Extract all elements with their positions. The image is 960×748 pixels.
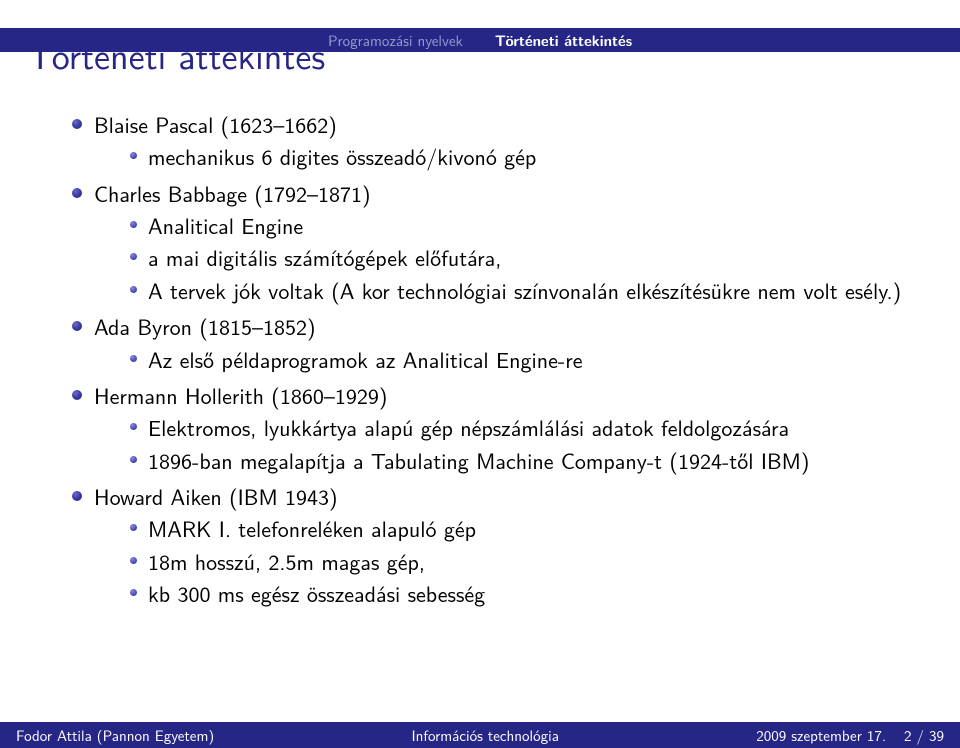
list-subitem: a mai digitális számítógépek előfutára, xyxy=(130,242,926,272)
item-text: Blaise Pascal (1623–1662) xyxy=(94,108,337,140)
list-subitem: mechanikus 6 digites összeadó/kivonó gép xyxy=(130,141,926,171)
item-text: Hermann Hollerith (1860–1929) xyxy=(94,379,387,411)
subitem-text: a mai digitális számítógépek előfutára, xyxy=(148,241,501,273)
subitem-text: mechanikus 6 digites összeadó/kivonó gép xyxy=(148,140,536,172)
list-subitem: Analitical Engine xyxy=(130,210,926,240)
list-item: Ada Byron (1815–1852) Az első példaprogr… xyxy=(72,311,926,374)
subitem-text: 18m hosszú, 2.5m magas gép, xyxy=(148,545,425,577)
subitem-text: Analitical Engine xyxy=(148,209,303,241)
list-subitem: 1896-ban megalapítja a Tabulating Machin… xyxy=(130,445,926,475)
footer-author: Fodor Attila (Pannon Egyetem) xyxy=(0,724,230,746)
list-item: Blaise Pascal (1623–1662) mechanikus 6 d… xyxy=(72,109,926,172)
footer-date: 2009 szeptember 17. xyxy=(756,724,886,746)
subitem-text: kb 300 ms egész összeadási sebesség xyxy=(148,577,485,609)
list-item: Charles Babbage (1792–1871) Analitical E… xyxy=(72,178,926,305)
footer-page: 2 / 39 xyxy=(904,724,944,746)
footer-course: Információs technológia xyxy=(230,724,740,746)
list-item: Howard Aiken (IBM 1943) MARK I. telefonr… xyxy=(72,481,926,608)
list-subitem: MARK I. telefonreléken alapuló gép xyxy=(130,513,926,543)
list-subitem: A tervek jók voltak (A kor technológiai … xyxy=(130,275,926,305)
slide-content: Blaise Pascal (1623–1662) mechanikus 6 d… xyxy=(72,109,926,608)
item-text: Ada Byron (1815–1852) xyxy=(94,310,316,342)
list-subitem: 18m hosszú, 2.5m magas gép, xyxy=(130,546,926,576)
subitem-text: A tervek jók voltak (A kor technológiai … xyxy=(148,274,901,306)
footer: Fodor Attila (Pannon Egyetem) Információ… xyxy=(0,722,960,748)
nav-ribbon: Programozási nyelvek Történeti áttekinté… xyxy=(0,28,960,52)
item-text: Howard Aiken (IBM 1943) xyxy=(94,480,338,512)
list-item: Hermann Hollerith (1860–1929) Elektromos… xyxy=(72,380,926,475)
nav-tab-programozasi[interactable]: Programozási nyelvek xyxy=(328,29,463,51)
subitem-text: Elektromos, lyukkártya alapú gép népszám… xyxy=(148,411,789,443)
list-subitem: kb 300 ms egész összeadási sebesség xyxy=(130,578,926,608)
list-subitem: Elektromos, lyukkártya alapú gép népszám… xyxy=(130,412,926,442)
subitem-text: 1896-ban megalapítja a Tabulating Machin… xyxy=(148,444,809,476)
nav-tab-torteneti[interactable]: Történeti áttekintés xyxy=(495,30,632,51)
item-text: Charles Babbage (1792–1871) xyxy=(94,177,371,209)
subitem-text: MARK I. telefonreléken alapuló gép xyxy=(148,512,476,544)
subitem-text: Az első példaprogramok az Analitical Eng… xyxy=(148,343,583,375)
list-subitem: Az első példaprogramok az Analitical Eng… xyxy=(130,344,926,374)
